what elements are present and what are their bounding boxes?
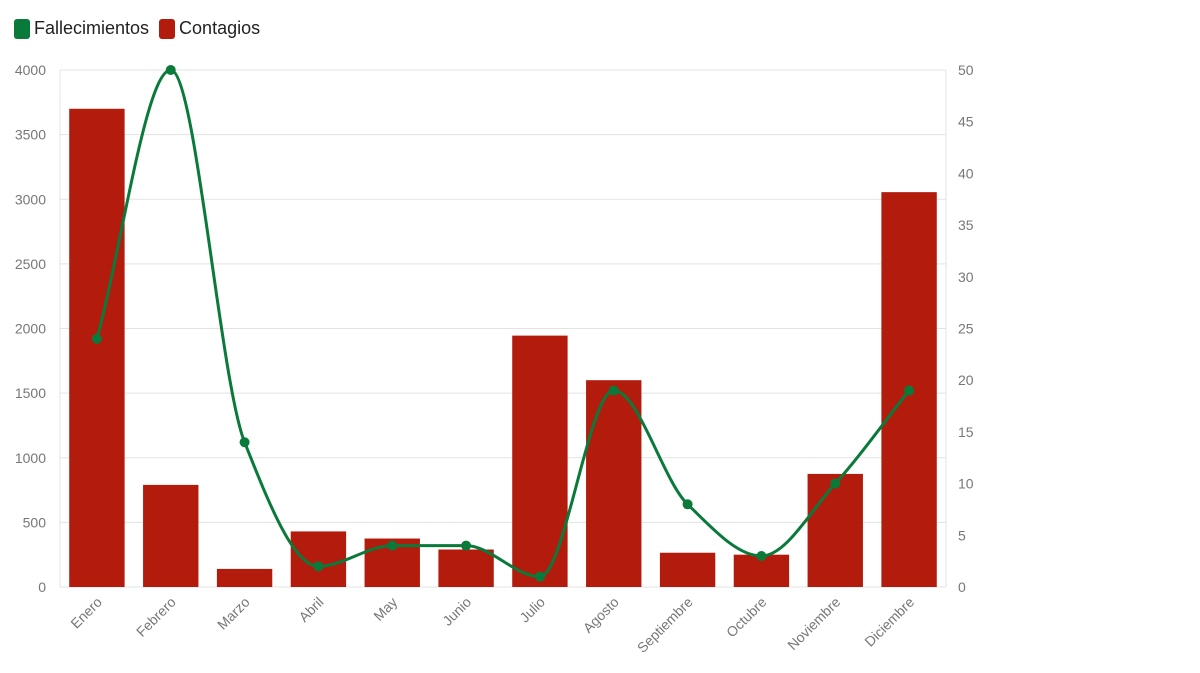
x-tick-label: Agosto [580,594,622,636]
y-right-tick-label: 40 [958,165,974,181]
x-tick-label: Febrero [133,594,179,640]
point-marzo[interactable] [239,437,250,448]
legend-label-fallecimientos: Fallecimientos [34,18,150,38]
y-right-tick-label: 50 [958,62,974,78]
y-left-tick-label: 4000 [15,62,46,78]
legend: Fallecimientos Contagios [14,18,270,39]
x-tick-label: Enero [67,594,105,632]
y-right-tick-label: 25 [958,321,974,337]
y-left-tick-label: 0 [38,579,46,595]
bar-febrero[interactable] [143,484,199,587]
x-tick-label: Diciembre [861,594,917,650]
point-septiembre[interactable] [682,499,693,510]
bar-septiembre[interactable] [659,552,716,587]
point-febrero[interactable] [165,65,176,75]
legend-item-contagios[interactable]: Contagios [159,18,260,39]
line-fallecimientos [95,68,911,579]
y-right-tick-label: 15 [958,424,974,440]
point-julio[interactable] [534,571,545,582]
x-tick-label: Julio [516,594,548,626]
legend-swatch-contagios [159,18,176,39]
left-axis: 0 500 1000 1500 2000 2500 3000 3500 4000 [15,62,46,595]
bar-abril[interactable] [290,531,347,587]
point-noviembre[interactable] [830,478,841,489]
point-octubre[interactable] [756,550,767,561]
x-tick-label: Septiembre [634,594,696,656]
x-axis: Enero Febrero Marzo Abril May Junio Julio Agost… [67,594,917,656]
y-right-tick-label: 10 [958,476,974,492]
bar-agosto[interactable] [586,380,642,587]
y-right-tick-label: 0 [958,579,966,595]
y-left-tick-label: 500 [23,514,47,530]
y-left-tick-label: 3000 [15,191,46,207]
bar-marzo[interactable] [216,568,273,587]
y-right-tick-label: 30 [958,269,974,285]
x-tick-label: May [370,594,400,624]
point-agosto[interactable] [608,385,619,396]
y-left-tick-label: 1500 [15,385,46,401]
x-tick-label: Marzo [214,594,253,633]
legend-label-contagios: Contagios [179,18,261,38]
x-tick-label: Junio [439,594,474,629]
y-right-tick-label: 20 [958,372,974,388]
right-axis: 0 5 10 15 20 25 30 35 40 45 50 [958,62,974,595]
y-right-tick-label: 45 [958,114,974,130]
y-left-tick-label: 2000 [15,321,46,337]
y-left-tick-label: 2500 [15,256,46,272]
grid-lines [59,69,947,588]
bar-enero[interactable] [69,108,125,588]
y-right-tick-label: 5 [958,527,966,543]
point-enero[interactable] [91,333,102,344]
y-right-tick-label: 35 [958,217,974,233]
bar-junio[interactable] [438,549,494,587]
point-junio[interactable] [461,540,472,551]
x-tick-label: Octubre [723,594,770,641]
legend-swatch-fallecimientos [14,18,30,39]
bar-noviembre[interactable] [807,473,863,587]
bar-series-contagios [69,108,937,588]
point-abril[interactable] [313,561,324,572]
y-left-tick-label: 3500 [15,127,46,143]
legend-item-fallecimientos[interactable]: Fallecimientos [14,18,149,39]
point-diciembre[interactable] [904,385,915,396]
line-series-fallecimientos [91,65,915,582]
point-may[interactable] [387,540,398,551]
x-tick-label: Abril [295,594,326,625]
y-left-tick-label: 1000 [15,450,46,466]
x-tick-label: Noviembre [784,594,843,653]
